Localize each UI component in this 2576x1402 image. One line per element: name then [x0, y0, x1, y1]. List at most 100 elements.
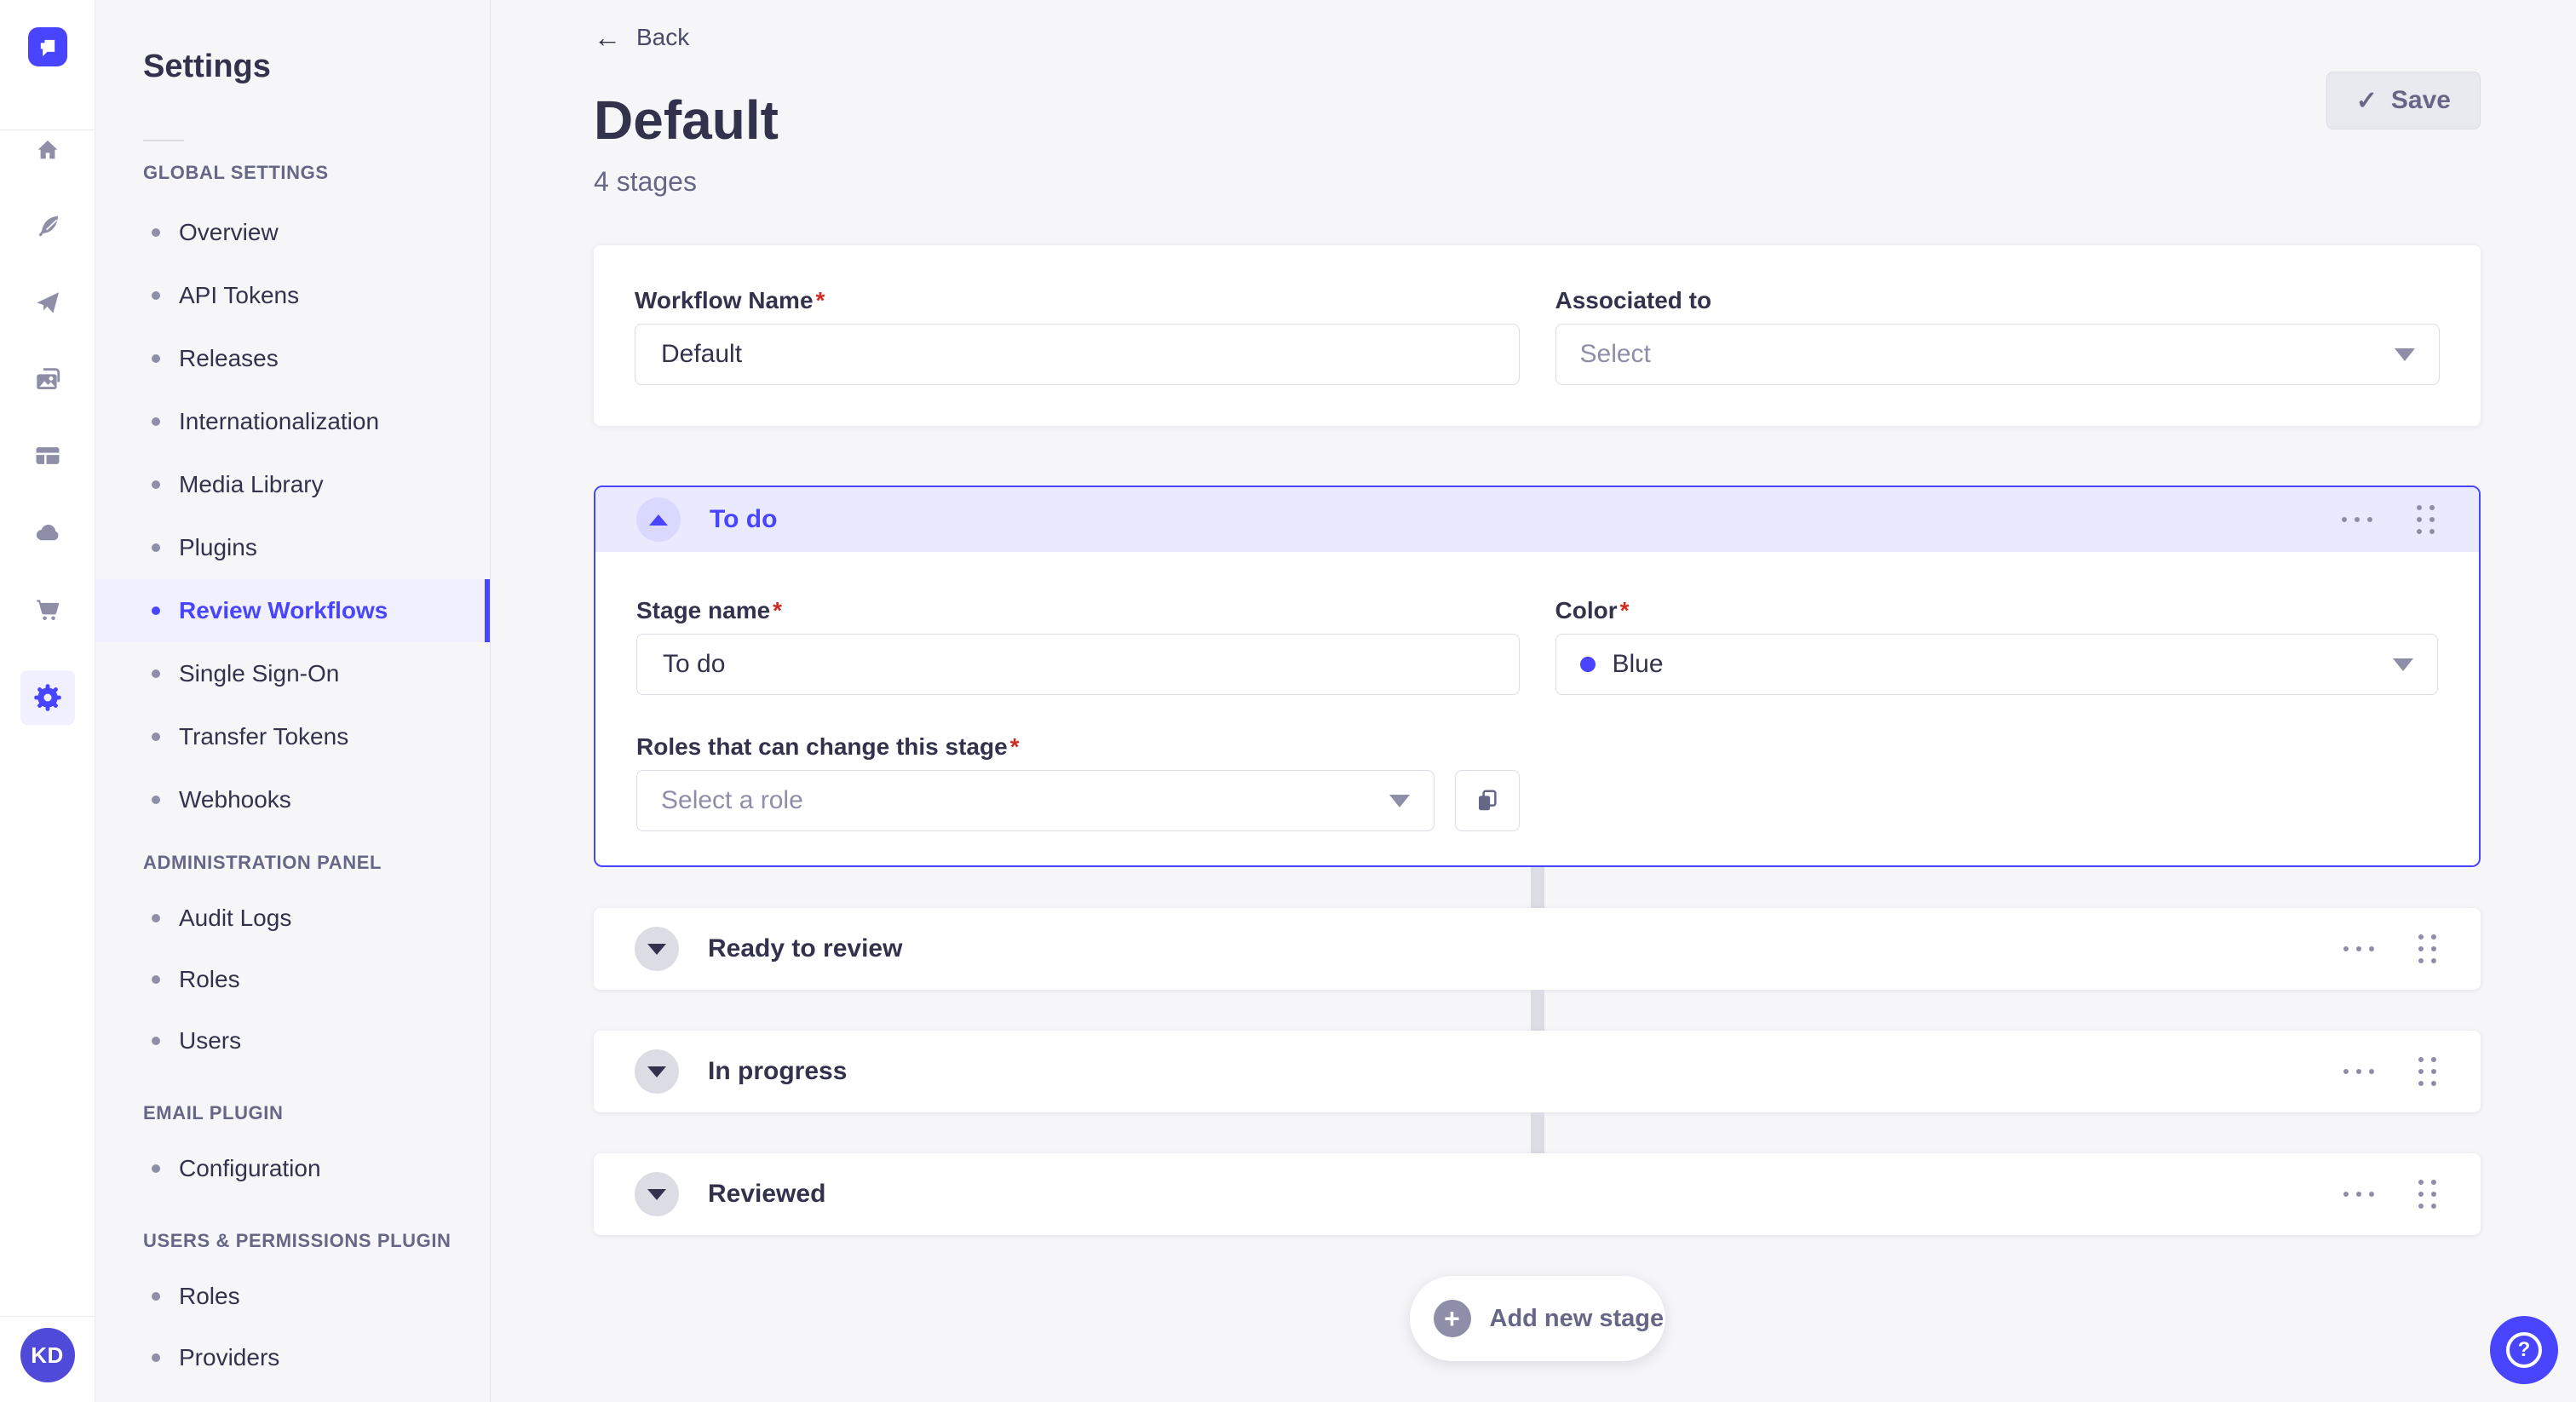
associated-to-field: Associated to Select — [1555, 286, 2440, 385]
cloud-nav-button[interactable] — [20, 505, 75, 560]
media-library-nav-button[interactable] — [20, 352, 75, 406]
sidebar-item-label: API Tokens — [179, 282, 300, 308]
cart-icon — [33, 595, 62, 623]
drag-handle-icon[interactable] — [2415, 1054, 2440, 1089]
color-label: Color * — [1555, 596, 2439, 625]
stage-title: Reviewed — [708, 1180, 826, 1208]
associated-to-select[interactable]: Select — [1555, 324, 2440, 385]
sidebar-item-audit-logs[interactable]: Audit Logs — [95, 888, 490, 949]
sidebar-item-single-sign-on[interactable]: Single Sign-On — [95, 642, 490, 705]
sidebar-item-internationalization[interactable]: Internationalization — [95, 390, 490, 453]
more-options-icon[interactable] — [2337, 512, 2378, 527]
label-text: Color — [1555, 597, 1618, 623]
settings-sidebar: Settings GLOBAL SETTINGS Overview API To… — [95, 0, 491, 1402]
sidebar-item-webhooks[interactable]: Webhooks — [95, 768, 490, 831]
more-options-icon[interactable] — [2338, 1064, 2379, 1079]
user-avatar[interactable]: KD — [20, 1328, 75, 1382]
bullet-icon — [152, 1292, 160, 1301]
sidebar-item-up-providers[interactable]: Providers — [95, 1327, 490, 1388]
duplicate-stage-button[interactable] — [1454, 770, 1520, 831]
more-options-icon[interactable] — [2338, 941, 2379, 957]
sidebar-item-up-roles[interactable]: Roles — [95, 1266, 490, 1327]
sidebar-item-overview[interactable]: Overview — [95, 201, 490, 264]
sidebar-item-review-workflows[interactable]: Review Workflows — [95, 579, 490, 642]
select-placeholder: Select — [1579, 340, 1651, 368]
sidebar-item-label: Providers — [179, 1344, 280, 1370]
collapse-stage-button[interactable] — [636, 497, 681, 542]
expand-stage-button[interactable] — [635, 927, 679, 971]
label-text: Workflow Name — [635, 287, 814, 313]
stage-roles-field: Roles that can change this stage * Select… — [636, 733, 1520, 831]
expand-stage-button[interactable] — [635, 1172, 679, 1216]
sidebar-item-plugins[interactable]: Plugins — [95, 516, 490, 579]
stage-card-ready-to-review[interactable]: Ready to review — [594, 908, 2481, 990]
color-value: Blue — [1612, 650, 1664, 678]
drag-handle-icon[interactable] — [2413, 502, 2438, 537]
required-marker: * — [815, 287, 825, 313]
back-link[interactable]: ← Back — [594, 24, 689, 51]
bullet-icon — [152, 606, 160, 615]
plus-icon: + — [1433, 1300, 1471, 1337]
caret-down-icon — [647, 943, 666, 955]
save-label: Save — [2390, 86, 2451, 114]
main-content: ← Back Default 4 stages ✓ Save Workflow … — [491, 0, 2576, 1402]
home-nav-button[interactable] — [20, 122, 75, 176]
page-title: Default — [594, 89, 779, 151]
strapi-logo[interactable] — [27, 27, 67, 66]
marketplace-nav-button[interactable] — [20, 582, 75, 636]
label-text: Roles that can change this stage — [636, 733, 1008, 760]
sidebar-item-api-tokens[interactable]: API Tokens — [95, 264, 490, 327]
bullet-icon — [152, 1164, 160, 1173]
sidebar-item-label: Plugins — [179, 534, 257, 560]
stage-connector — [1530, 1112, 1544, 1153]
stage-title: To do — [710, 505, 778, 533]
content-type-builder-nav-button[interactable] — [20, 428, 75, 483]
workflow-name-input[interactable] — [635, 324, 1520, 385]
stage-card-in-progress[interactable]: In progress — [594, 1031, 2481, 1112]
strapi-logo-icon — [36, 35, 60, 59]
bullet-icon — [152, 480, 160, 489]
more-options-icon[interactable] — [2338, 1187, 2379, 1202]
arrow-left-icon: ← — [594, 22, 621, 53]
stage-card-reviewed[interactable]: Reviewed — [594, 1153, 2481, 1235]
sidebar-item-label: Audit Logs — [179, 905, 292, 931]
sidebar-item-releases[interactable]: Releases — [95, 327, 490, 390]
add-new-stage-button[interactable]: + Add new stage — [1409, 1276, 1665, 1361]
sidebar-item-admin-users[interactable]: Users — [95, 1010, 490, 1072]
drag-handle-icon[interactable] — [2415, 931, 2440, 967]
sidebar-item-label: Users — [179, 1027, 242, 1054]
rail-bottom-divider — [0, 1316, 95, 1317]
sidebar-item-admin-roles[interactable]: Roles — [95, 949, 490, 1010]
bullet-icon — [152, 543, 160, 552]
roles-select[interactable]: Select a role — [636, 770, 1435, 831]
content-manager-nav-button[interactable] — [20, 198, 75, 253]
stage-card-todo: To do Stage name* Color* — [594, 486, 2481, 867]
administration-panel-items: Audit Logs Roles Users — [95, 888, 490, 1072]
help-button[interactable]: ? — [2490, 1316, 2558, 1384]
sidebar-title: Settings — [143, 49, 271, 84]
workflow-form-card: Workflow Name* Associated to Select — [594, 245, 2481, 426]
stage-name-input[interactable] — [636, 634, 1520, 695]
cloud-icon — [33, 518, 62, 547]
stage-actions — [2337, 502, 2438, 537]
rail-divider — [0, 129, 95, 130]
bullet-icon — [152, 228, 160, 237]
color-select[interactable]: Blue — [1555, 634, 2438, 695]
sidebar-item-media-library[interactable]: Media Library — [95, 453, 490, 516]
question-mark-icon: ? — [2506, 1332, 2542, 1368]
bullet-icon — [152, 417, 160, 426]
sidebar-item-label: Single Sign-On — [179, 660, 340, 687]
sidebar-item-label: Webhooks — [179, 786, 291, 813]
releases-nav-button[interactable] — [20, 275, 75, 330]
required-marker: * — [1619, 597, 1630, 623]
sidebar-title-divider — [143, 140, 184, 141]
drag-handle-icon[interactable] — [2415, 1176, 2440, 1212]
stage-name-field: Stage name * — [636, 596, 1520, 695]
save-button[interactable]: ✓ Save — [2326, 72, 2481, 129]
sidebar-item-configuration[interactable]: Configuration — [95, 1138, 490, 1199]
stage-todo-header[interactable]: To do — [595, 487, 2479, 552]
required-marker: * — [773, 597, 783, 623]
sidebar-item-transfer-tokens[interactable]: Transfer Tokens — [95, 705, 490, 768]
expand-stage-button[interactable] — [635, 1049, 679, 1094]
settings-nav-button[interactable] — [20, 670, 75, 725]
